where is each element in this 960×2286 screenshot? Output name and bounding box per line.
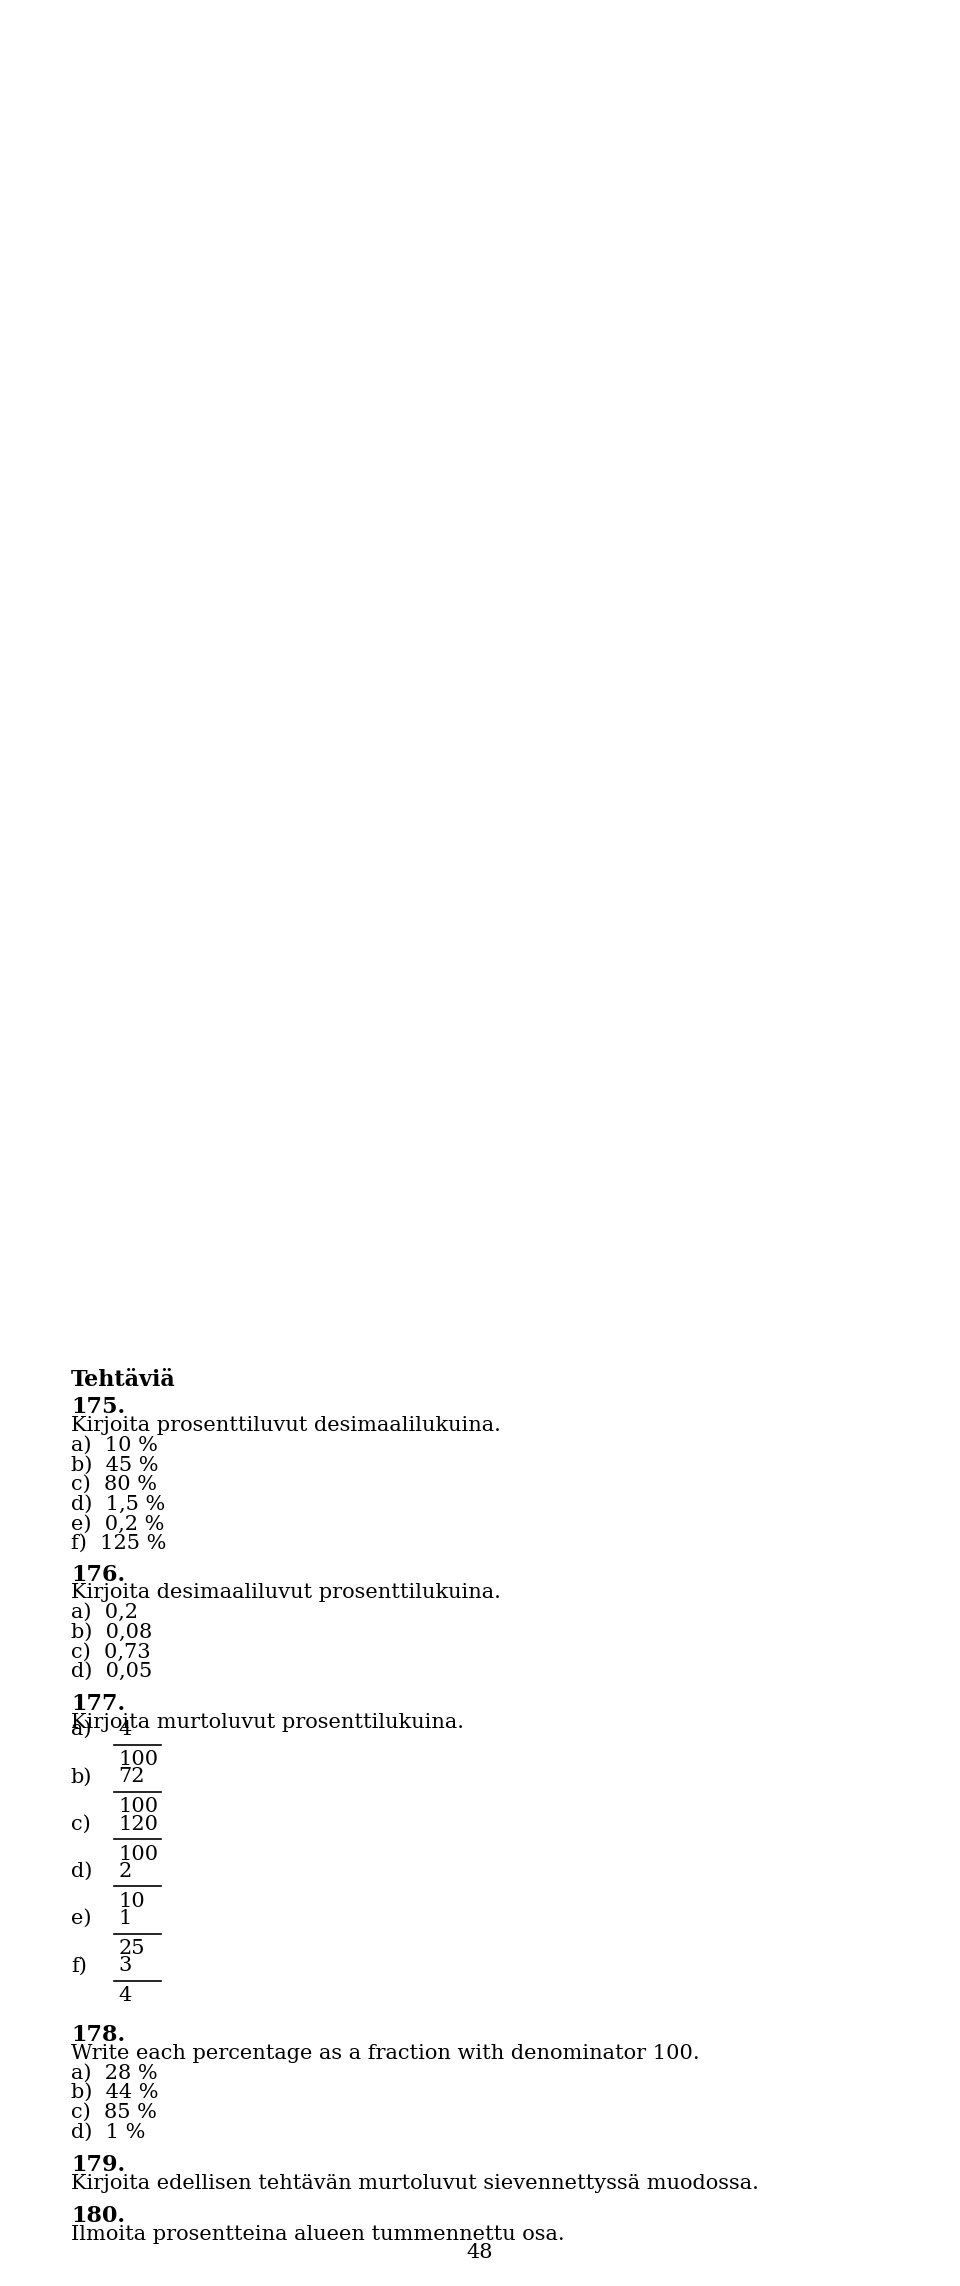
Text: b)  45 %: b) 45 % (71, 1456, 158, 1474)
Text: 4: 4 (118, 1987, 132, 2005)
Text: 48: 48 (467, 2243, 493, 2263)
Text: b)  44 %: b) 44 % (71, 2083, 158, 2103)
Text: b): b) (71, 1767, 92, 1785)
Text: 72: 72 (118, 1767, 145, 1785)
Text: 175.: 175. (71, 1397, 125, 1417)
Text: c): c) (71, 1815, 90, 1833)
Text: c)  85 %: c) 85 % (71, 2103, 156, 2121)
Text: 25: 25 (118, 1939, 145, 1959)
Text: 4: 4 (118, 1719, 132, 1740)
Text: c)  80 %: c) 80 % (71, 1474, 156, 1495)
Text: 100: 100 (118, 1797, 158, 1817)
Text: 180.: 180. (71, 2206, 125, 2227)
Text: 178.: 178. (71, 2023, 125, 2046)
Text: b)  0,08: b) 0,08 (71, 1623, 152, 1641)
Text: f)  125 %: f) 125 % (71, 1534, 166, 1552)
Text: Kirjoita murtoluvut prosenttilukuina.: Kirjoita murtoluvut prosenttilukuina. (71, 1712, 464, 1733)
Text: 179.: 179. (71, 2153, 125, 2176)
Text: d)  0,05: d) 0,05 (71, 1662, 152, 1680)
Text: 177.: 177. (71, 1694, 125, 1714)
Text: 100: 100 (118, 1845, 158, 1863)
Text: a)  28 %: a) 28 % (71, 2064, 157, 2083)
Text: 120: 120 (118, 1815, 158, 1833)
Text: Tehtäviä: Tehtäviä (71, 1369, 176, 1390)
Text: Kirjoita prosenttiluvut desimaalilukuina.: Kirjoita prosenttiluvut desimaalilukuina… (71, 1415, 501, 1436)
Text: Kirjoita desimaaliluvut prosenttilukuina.: Kirjoita desimaaliluvut prosenttilukuina… (71, 1584, 501, 1602)
Text: d)  1,5 %: d) 1,5 % (71, 1495, 165, 1513)
Text: a)  0,2: a) 0,2 (71, 1602, 138, 1623)
Text: 3: 3 (118, 1957, 132, 1975)
Text: a): a) (71, 1719, 91, 1740)
Text: d)  1 %: d) 1 % (71, 2124, 145, 2142)
Text: Write each percentage as a fraction with denominator 100.: Write each percentage as a fraction with… (71, 2044, 700, 2062)
Text: c)  0,73: c) 0,73 (71, 1641, 151, 1662)
Text: e): e) (71, 1909, 91, 1927)
Text: 176.: 176. (71, 1564, 125, 1586)
Text: 10: 10 (118, 1893, 145, 1911)
Text: 100: 100 (118, 1751, 158, 1769)
Text: 2: 2 (118, 1861, 132, 1881)
Text: e)  0,2 %: e) 0,2 % (71, 1513, 164, 1534)
Text: 1: 1 (118, 1909, 132, 1927)
Text: f): f) (71, 1957, 86, 1975)
Text: Ilmoita prosentteina alueen tummennettu osa.: Ilmoita prosentteina alueen tummennettu … (71, 2224, 564, 2245)
Text: d): d) (71, 1861, 92, 1881)
Text: Kirjoita edellisen tehtävän murtoluvut sievennettyssä muodossa.: Kirjoita edellisen tehtävän murtoluvut s… (71, 2174, 758, 2192)
Text: a)  10 %: a) 10 % (71, 1436, 157, 1454)
